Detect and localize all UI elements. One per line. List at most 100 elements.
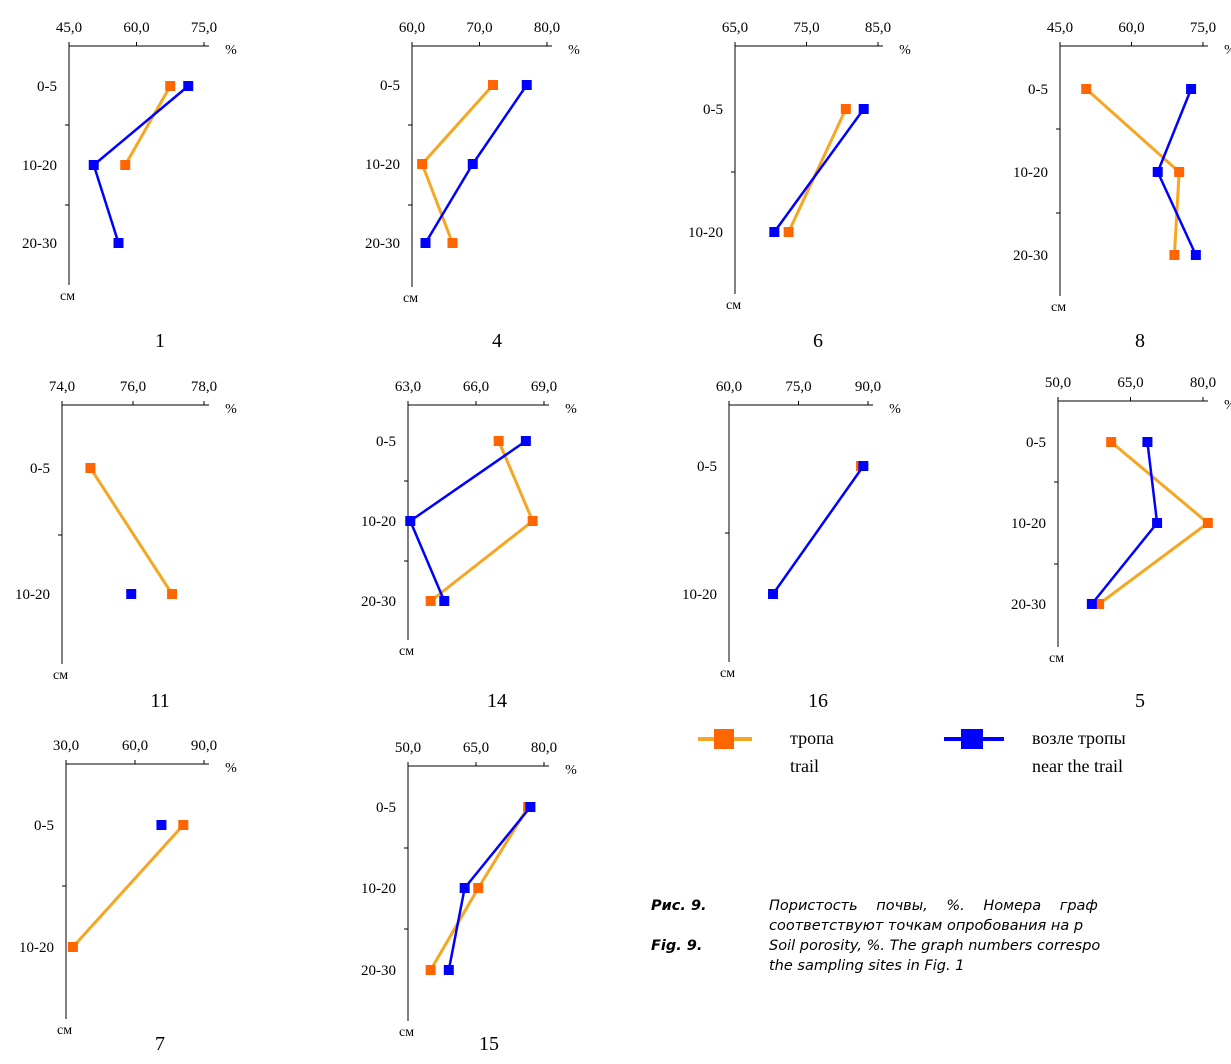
- caption-en-tag: Fig. 9.: [651, 938, 703, 954]
- series-line-near-trail: [463, 806, 532, 889]
- x-unit-label: %: [225, 43, 237, 58]
- charts-group: 45,0 60,0 75,0% 0-5 10-20 20-30 см 1 60,0 70,0 80,…: [15, 20, 1231, 1055]
- y-unit-label: см: [60, 289, 75, 304]
- x-tick-label: 60,0: [123, 20, 149, 36]
- chart-5: 50,0 65,0 80,0% 0-5 10-20 20-30 см 5: [1011, 375, 1231, 712]
- chart-4: 60,0 70,0 80,0% 0-5 10-20 20-30 см 4: [365, 20, 580, 352]
- data-point-trail: [447, 238, 458, 248]
- y-unit-label: см: [1049, 651, 1064, 666]
- y-category-label: 10-20: [19, 940, 54, 956]
- x-tick-label: 80,0: [531, 740, 557, 756]
- data-point-near-trail: [126, 589, 137, 599]
- x-unit-label: %: [565, 402, 577, 417]
- x-tick-label: 66,0: [463, 379, 489, 395]
- legend-item-near-trail: возле тропы near the trail: [944, 728, 1126, 776]
- panel-number: 14: [487, 690, 507, 712]
- data-point-trail: [85, 463, 96, 473]
- panel-number: 4: [492, 330, 502, 352]
- y-category-label: 0-5: [37, 79, 57, 95]
- panel-number: 15: [479, 1033, 499, 1055]
- series-line-near-trail: [1156, 88, 1193, 173]
- data-point-trail: [1106, 437, 1117, 447]
- x-tick-label: 60,0: [1118, 20, 1144, 36]
- data-point-near-trail: [88, 160, 99, 170]
- caption-en-text2: the sampling sites in Fig. 1: [769, 958, 965, 974]
- y-category-label: 0-5: [380, 78, 400, 94]
- x-tick-label: 75,0: [793, 20, 819, 36]
- series-line-trail: [421, 83, 495, 166]
- y-category-label: 10-20: [1011, 516, 1046, 532]
- y-category-label: 20-30: [1011, 597, 1046, 613]
- series-line-trail: [1085, 87, 1181, 174]
- y-category-label: 10-20: [365, 157, 400, 173]
- x-tick-label: 75,0: [785, 379, 811, 395]
- x-tick-label: 65,0: [1117, 375, 1143, 391]
- legend-marker-trail: [714, 729, 734, 749]
- series-line-near-trail: [409, 520, 446, 602]
- data-point-trail: [165, 81, 176, 91]
- data-point-trail: [1202, 518, 1213, 528]
- x-tick-label: 90,0: [855, 379, 881, 395]
- legend: тропа trail возле тропы near the trail: [698, 728, 1126, 776]
- x-tick-label: 45,0: [56, 20, 82, 36]
- x-unit-label: %: [889, 402, 901, 417]
- y-category-label: 0-5: [1026, 435, 1046, 451]
- chart-11: 74,0 76,0 78,0% 0-5 10-20 см 11: [15, 379, 237, 712]
- legend-label-trail-en: trail: [790, 756, 819, 776]
- data-point-trail: [1094, 599, 1105, 609]
- series-line-trail: [1098, 521, 1209, 606]
- x-tick-label: 69,0: [531, 379, 557, 395]
- caption-ru-tag: Рис. 9.: [651, 898, 707, 914]
- data-point-trail: [783, 227, 794, 237]
- chart-1: 45,0 60,0 75,0% 0-5 10-20 20-30 см 1: [22, 20, 237, 352]
- y-category-label: 10-20: [1013, 165, 1048, 181]
- y-category-label: 20-30: [1013, 248, 1048, 264]
- series-line-trail: [497, 440, 535, 522]
- data-point-near-trail: [183, 81, 194, 91]
- chart-6: 65,0 75,0 85,0% 0-5 10-20 см 6: [688, 20, 911, 352]
- x-unit-label: %: [568, 43, 580, 58]
- x-tick-label: 76,0: [120, 379, 146, 395]
- series-line-trail: [71, 823, 185, 949]
- series-line-near-trail: [1146, 441, 1159, 524]
- y-category-label: 20-30: [361, 594, 396, 610]
- y-category-label: 0-5: [703, 102, 723, 118]
- data-point-near-trail: [768, 589, 779, 599]
- chart-7: 30,0 60,0 90,0% 0-5 10-20 см 7: [19, 738, 237, 1055]
- y-category-label: 0-5: [1028, 82, 1048, 98]
- x-tick-label: 80,0: [1190, 375, 1216, 391]
- data-point-near-trail: [113, 238, 124, 248]
- data-point-trail: [425, 965, 436, 975]
- chart-15: 50,0 65,0 80,0% 0-5 10-20 20-30 см 15: [361, 740, 577, 1055]
- x-tick-label: 70,0: [466, 20, 492, 36]
- data-point-near-trail: [420, 238, 431, 248]
- caption-en-line1: Fig. 9. Soil porosity, %. The graph numbe…: [651, 936, 1231, 956]
- x-tick-label: 90,0: [191, 738, 217, 754]
- data-point-near-trail: [1186, 84, 1197, 94]
- data-point-near-trail: [858, 104, 869, 114]
- data-point-trail: [488, 80, 498, 90]
- data-point-near-trail: [521, 80, 532, 90]
- data-point-trail: [1174, 167, 1185, 177]
- panel-number: 8: [1135, 330, 1145, 352]
- y-category-label: 10-20: [682, 587, 717, 603]
- x-tick-label: 60,0: [122, 738, 148, 754]
- y-category-label: 0-5: [30, 461, 50, 477]
- y-category-label: 0-5: [376, 434, 396, 450]
- data-point-trail: [1081, 84, 1092, 94]
- series-line-near-trail: [92, 85, 190, 166]
- legend-label-near-trail-en: near the trail: [1032, 756, 1123, 776]
- data-point-trail: [120, 160, 131, 170]
- data-point-trail: [67, 942, 78, 952]
- panel-number: 7: [155, 1033, 165, 1055]
- x-tick-label: 78,0: [191, 379, 217, 395]
- x-unit-label: %: [1224, 398, 1231, 413]
- x-tick-label: 60,0: [399, 20, 425, 36]
- y-category-label: 20-30: [361, 963, 396, 979]
- x-unit-label: %: [565, 763, 577, 778]
- y-unit-label: см: [57, 1023, 72, 1038]
- data-point-trail: [473, 883, 484, 893]
- data-point-trail: [417, 159, 428, 169]
- series-line-trail: [429, 519, 534, 603]
- chart-8: 45,0 60,0 75,0% 0-5 10-20 20-30 см 8: [1013, 20, 1231, 352]
